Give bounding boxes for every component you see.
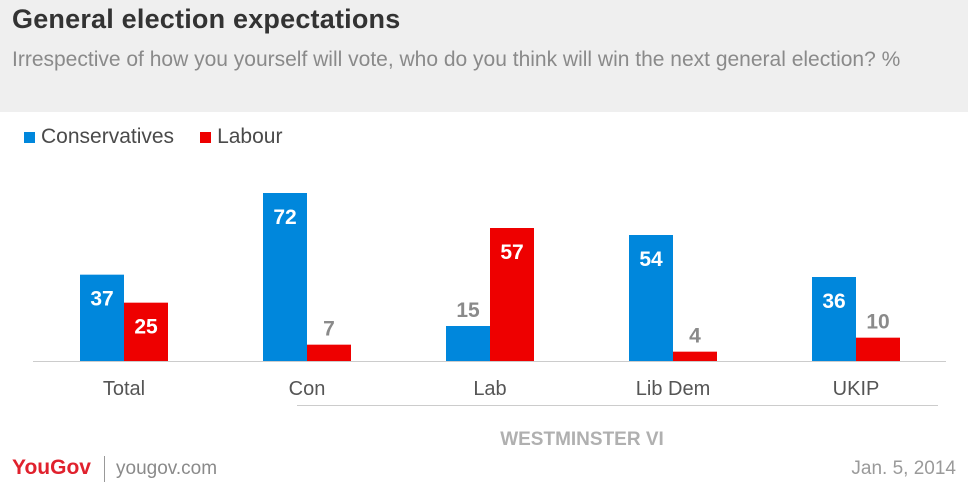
legend-item-conservatives: Conservatives <box>24 125 174 149</box>
data-label: 36 <box>822 290 845 313</box>
footer-url[interactable]: yougov.com <box>116 458 218 479</box>
header-band: General election expectations Irrespecti… <box>0 0 968 112</box>
bar-conservatives-con <box>263 193 307 361</box>
legend-swatch-conservatives <box>24 131 35 143</box>
data-label: 10 <box>866 311 889 334</box>
bar-conservatives-total <box>80 274 124 361</box>
bar-labour-con <box>307 344 351 361</box>
data-label: 57 <box>500 241 523 264</box>
x-tick-label: Con <box>289 378 326 400</box>
bar-labour-ukip <box>856 337 900 361</box>
legend-swatch-labour <box>200 131 212 143</box>
data-label: 25 <box>134 316 158 339</box>
data-label: 37 <box>90 288 113 311</box>
bar-conservatives-lab <box>446 326 490 361</box>
legend-label-conservatives: Conservatives <box>41 125 175 148</box>
x-tick-label: Lab <box>473 378 506 400</box>
bar-chart: 37 25 Total 72 7 Con 15 57 Lab 54 4 Lib Dem 36 10 UKIP… <box>33 193 946 450</box>
data-label: 15 <box>456 299 480 322</box>
bar-labour-total <box>124 302 168 361</box>
footer-separator <box>104 456 105 482</box>
footer-date: Jan. 5, 2014 <box>851 458 956 479</box>
legend: Conservatives Labour <box>24 125 308 149</box>
bar-conservatives-lib-dem <box>629 235 673 361</box>
bar-conservatives-ukip <box>812 277 856 361</box>
data-label: 72 <box>273 206 296 229</box>
chart-title: General election expectations <box>12 4 401 34</box>
legend-label-labour: Labour <box>217 125 283 148</box>
yougov-logo: YouGov <box>12 456 91 479</box>
x-tick-label: Total <box>103 378 145 400</box>
bar-labour-lib-dem <box>673 351 717 361</box>
chart-subtitle: Irrespective of how you yourself will vo… <box>12 48 901 71</box>
data-label: 4 <box>689 325 701 348</box>
data-label: 7 <box>323 318 335 341</box>
data-label: 54 <box>639 248 663 271</box>
bar-labour-lab <box>490 228 534 361</box>
legend-item-labour: Labour <box>200 125 282 149</box>
x-tick-label: UKIP <box>833 378 880 400</box>
group-label: WESTMINSTER VI <box>500 429 664 450</box>
x-tick-label: Lib Dem <box>636 378 710 400</box>
